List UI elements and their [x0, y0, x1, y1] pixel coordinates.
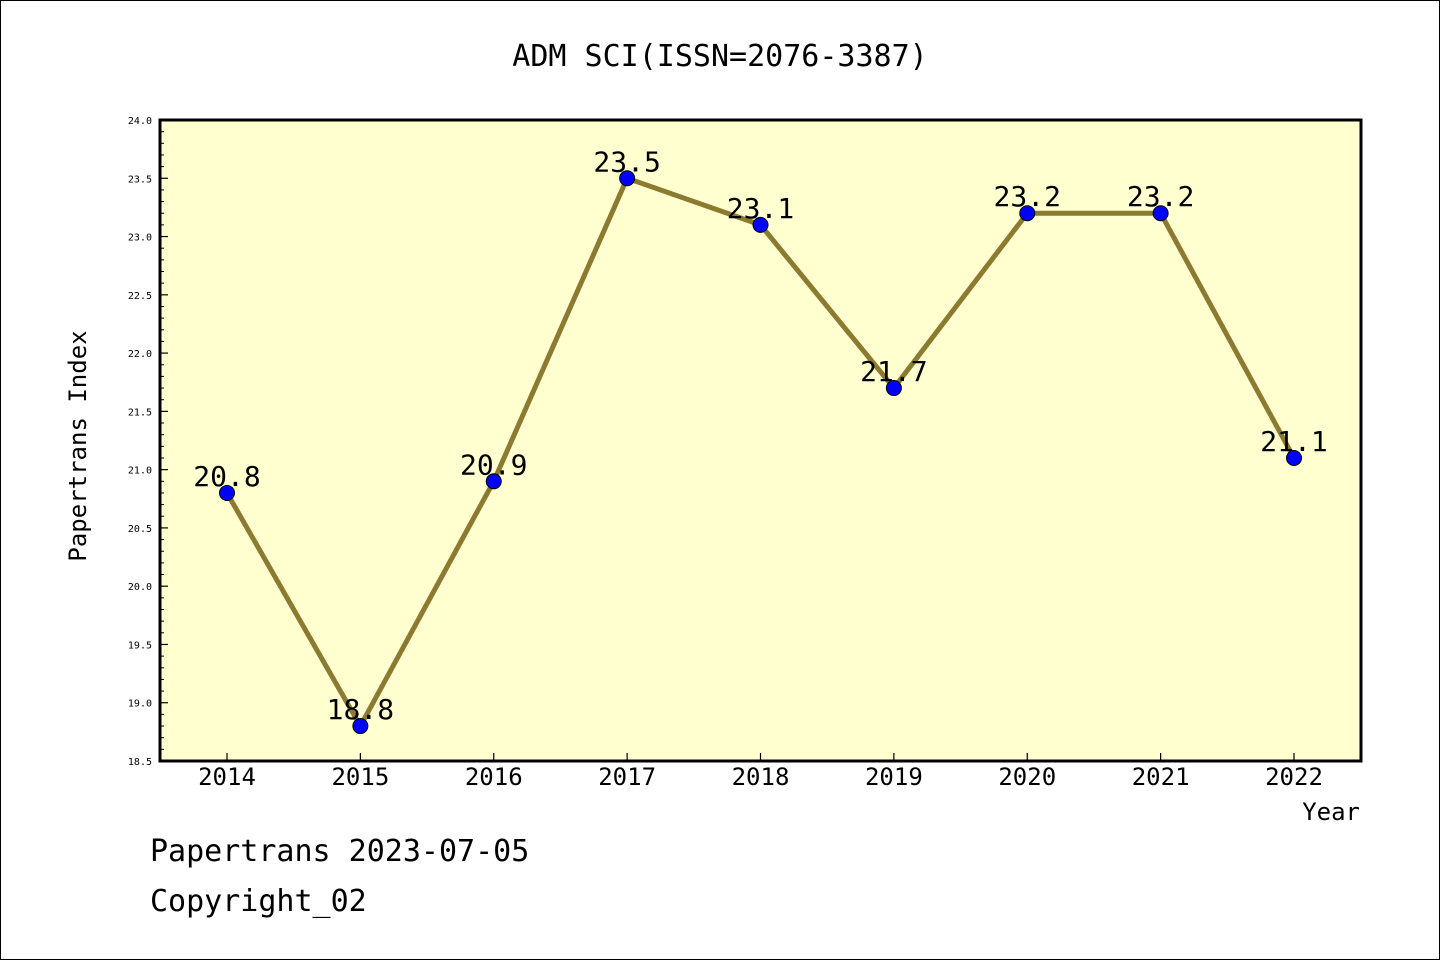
data-label: 23.5	[593, 145, 660, 178]
x-tick-label: 2018	[732, 763, 790, 791]
data-point	[352, 718, 369, 735]
y-tick-label: 19.0	[128, 699, 152, 710]
data-point	[885, 380, 902, 397]
x-tick-label: 2019	[865, 763, 923, 791]
markers-group	[219, 170, 1302, 735]
chart-title: ADM SCI(ISSN=2076-3387)	[512, 39, 927, 74]
data-point	[1152, 205, 1169, 222]
data-point	[1019, 205, 1036, 222]
data-label: 23.2	[1127, 180, 1194, 213]
x-tick-label: 2014	[198, 763, 256, 791]
x-axis: 2014 2015 2016 2017 2018 2019 2020 2021 2022	[198, 753, 1323, 791]
x-tick-label: 2016	[465, 763, 523, 791]
data-point	[752, 216, 769, 233]
data-label: 21.1	[1260, 425, 1327, 458]
data-label: 20.8	[193, 460, 260, 493]
y-tick-label: 21.0	[128, 466, 152, 477]
y-tick-label: 19.5	[128, 640, 152, 651]
data-point	[485, 473, 502, 490]
footer-copyright: Copyright_02	[150, 884, 367, 919]
x-tick-label: 2022	[1265, 763, 1323, 791]
data-label: 18.8	[327, 693, 394, 726]
data-point	[619, 170, 636, 187]
y-tick-label: 22.5	[128, 291, 152, 302]
data-point	[219, 484, 235, 501]
y-tick-label: 23.0	[128, 233, 152, 244]
y-tick-label: 20.0	[128, 582, 152, 593]
x-tick-label: 2017	[598, 763, 656, 791]
data-label: 20.9	[460, 448, 527, 481]
point-labels-group: 20.8 18.8 20.9 23.5 23.1 21.7 23.2 23.2 21.1	[193, 145, 1327, 726]
y-tick-label: 21.5	[128, 407, 152, 418]
y-tick-label: 18.5	[128, 757, 152, 768]
y-tick-label: 20.5	[128, 524, 152, 535]
x-tick-label: 2021	[1132, 763, 1190, 791]
y-axis: 18.5 19.0 19.5 20.0 20.5 21.0 21.5 22.0 22.5 23.0…	[128, 116, 168, 768]
y-tick-label: 22.0	[128, 349, 152, 360]
x-tick-label: 2020	[998, 763, 1056, 791]
x-axis-label: Year	[1302, 798, 1360, 826]
footer-date: Papertrans 2023-07-05	[150, 834, 530, 869]
data-label: 23.1	[727, 192, 794, 225]
data-label: 23.2	[994, 180, 1061, 213]
x-tick-label: 2015	[331, 763, 389, 791]
y-tick-label: 23.5	[128, 174, 152, 185]
y-tick-label: 24.0	[128, 116, 152, 127]
data-label: 21.7	[860, 355, 927, 388]
data-point	[1286, 449, 1302, 466]
y-axis-label: Papertrans Index	[64, 330, 92, 561]
